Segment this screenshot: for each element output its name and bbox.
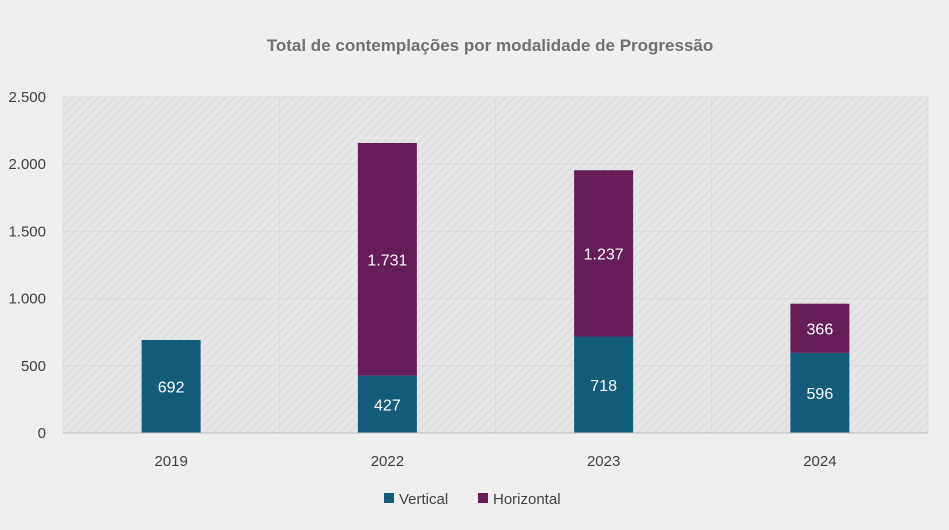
data-label: 596 — [807, 386, 834, 403]
data-label: 427 — [374, 397, 401, 414]
data-label: 366 — [807, 321, 834, 338]
bar-vertical-2024 — [790, 352, 850, 433]
x-tick-label: 2022 — [371, 453, 404, 470]
legend-label-horizontal: Horizontal — [493, 491, 561, 508]
y-tick-label: 0 — [38, 425, 46, 442]
y-tick-label: 2.000 — [8, 156, 46, 173]
x-tick-label: 2024 — [803, 453, 836, 470]
legend-swatch-horizontal — [478, 493, 488, 503]
legend-swatch-vertical — [384, 493, 394, 503]
y-tick-label: 1.000 — [8, 291, 46, 308]
y-tick-label: 1.500 — [8, 223, 46, 240]
legend-label-vertical: Vertical — [399, 491, 448, 508]
data-label: 1.731 — [367, 252, 407, 269]
x-tick-label: 2023 — [587, 453, 620, 470]
bar-horizontal-2022 — [357, 142, 417, 376]
legend: Vertical Horizontal — [384, 491, 561, 508]
y-tick-label: 2.500 — [8, 89, 46, 106]
data-label: 1.237 — [584, 246, 624, 263]
bar-horizontal-2024 — [790, 303, 850, 353]
bar-vertical-2019 — [141, 339, 201, 433]
bar-vertical-2023 — [574, 336, 634, 433]
data-label: 692 — [158, 379, 185, 396]
bar-horizontal-2023 — [574, 170, 634, 337]
chart-title: Total de contemplações por modalidade de… — [267, 36, 714, 55]
data-label: 718 — [590, 378, 617, 395]
bar-vertical-2022 — [357, 375, 417, 433]
y-tick-label: 500 — [21, 358, 46, 375]
x-tick-label: 2019 — [154, 453, 187, 470]
